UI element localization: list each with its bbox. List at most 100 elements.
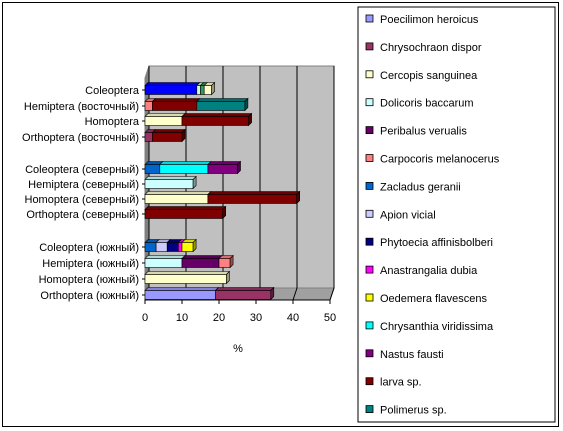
bar-end-face: [181, 128, 186, 143]
legend-label: Poecilimon heroicus: [380, 14, 479, 26]
x-tick-label-40: 40: [287, 312, 299, 324]
bar-segment: [207, 164, 238, 174]
legend-box: [357, 6, 556, 423]
bar-segment-top: [151, 129, 186, 133]
bar-segment-top: [144, 255, 186, 259]
legend-label: Chrysanthia viridissima: [380, 321, 494, 333]
bar-segment: [159, 164, 209, 174]
legend-swatch: [365, 14, 374, 23]
bar-segment-top: [181, 113, 253, 117]
category-label: Orthoptera (восточный): [22, 132, 139, 144]
bar-end-face: [296, 190, 301, 205]
bar-end-face: [244, 97, 249, 112]
legend-label: Peribalus verualis: [380, 126, 467, 138]
bar-segment-top: [151, 98, 201, 102]
bar-segment: [144, 290, 216, 300]
category-label: Homoptera (северный): [25, 194, 140, 206]
legend-swatch: [365, 181, 374, 190]
legend-label: larva sp.: [380, 377, 422, 389]
bar-end-face: [229, 254, 234, 269]
gridline-40: [292, 66, 298, 301]
legend-label: Carpocoris melanocerus: [380, 154, 500, 166]
bar-segment: [181, 116, 249, 126]
legend-swatch: [365, 126, 374, 134]
category-label: Hemiptera (северный): [28, 179, 139, 191]
bar-end-face: [248, 112, 252, 127]
legend-swatch: [365, 265, 374, 274]
x-tick-label-0: 0: [142, 312, 148, 324]
bar-segment-top: [144, 191, 212, 195]
category-label: Homoptera (южный): [39, 274, 139, 286]
category-label: Hemiptera (восточный): [24, 101, 139, 113]
category-label: Homoptera: [85, 116, 140, 128]
bar-segment-top: [144, 176, 197, 180]
legend-label: Anastrangalia dubia: [380, 265, 478, 277]
legend-swatch: [365, 349, 374, 358]
bar-segment-top: [207, 191, 301, 195]
bar-end-face: [237, 160, 241, 175]
legend-label: Nastus fausti: [380, 349, 444, 361]
legend-label: Polimerus sp.: [380, 405, 447, 417]
gridline-50: [329, 66, 335, 301]
bar-segment-top: [196, 98, 249, 102]
category-label: Coleoptera: [85, 85, 140, 97]
legend-swatch: [365, 98, 374, 107]
bar-segment: [215, 290, 272, 300]
bar-segment: [207, 194, 297, 204]
legend-label: Cercopis sanguinea: [380, 70, 478, 82]
category-label: Coleoptera (южный): [39, 242, 139, 254]
bar-segment: [178, 242, 183, 252]
legend-label: Phytoecia affinisbolberi: [380, 237, 493, 249]
legend-label: Dolicoris baccarum: [380, 98, 474, 110]
legend-swatch: [365, 42, 374, 51]
bar-segment-top: [144, 271, 231, 275]
legend-swatch: [365, 237, 374, 246]
x-tick-label-50: 50: [324, 312, 336, 324]
legend-swatch: [365, 293, 374, 302]
legend-swatch: [365, 405, 374, 414]
category-label: Hemiptera (южный): [42, 258, 139, 270]
bar-segment: [152, 132, 183, 142]
bar-segment: [144, 194, 209, 204]
category-label: Orthoptera (северный): [26, 209, 139, 221]
bar-segment: [144, 85, 198, 95]
x-tick-label-30: 30: [250, 312, 262, 324]
bar-segment-top: [144, 113, 186, 117]
bar-segment: [200, 85, 205, 95]
legend-swatch: [365, 154, 374, 162]
bar-segment: [144, 258, 183, 268]
bar-segment: [144, 116, 183, 126]
category-label: Coleoptera (северный): [25, 164, 139, 176]
legend-label: Zacladus geranii: [380, 181, 461, 193]
x-tick-label-20: 20: [213, 312, 225, 324]
bar-end-face: [192, 175, 197, 190]
bar-segment: [196, 85, 201, 95]
legend-swatch: [365, 321, 374, 330]
bar-segment: [152, 101, 198, 111]
bar-segment: [144, 242, 157, 252]
bar-end-face: [270, 286, 275, 301]
bar-segment-top: [144, 287, 220, 291]
bar-segment: [144, 132, 153, 142]
bar-segment-top: [207, 161, 242, 165]
bar-segment: [181, 242, 194, 252]
bar-segment: [218, 258, 231, 268]
bar-segment: [166, 242, 179, 252]
bar-end-face: [192, 238, 197, 253]
legend-swatch: [365, 209, 374, 218]
bar-segment-top: [144, 206, 227, 210]
bar-end-face: [222, 205, 226, 220]
bar-segment: [203, 85, 212, 95]
bar-segment-top: [181, 255, 223, 259]
legend-swatch: [365, 70, 374, 79]
bar-segment: [144, 209, 223, 219]
category-label: Orthoptera (южный): [40, 290, 139, 302]
legend-label: Apion vicial: [380, 209, 436, 221]
legend-swatch: [365, 377, 374, 386]
x-axis-label: %: [233, 343, 243, 355]
bar-segment-top: [144, 82, 201, 86]
bar-segment: [155, 242, 168, 252]
bar-segment: [144, 179, 194, 189]
bar-segment: [144, 164, 161, 174]
